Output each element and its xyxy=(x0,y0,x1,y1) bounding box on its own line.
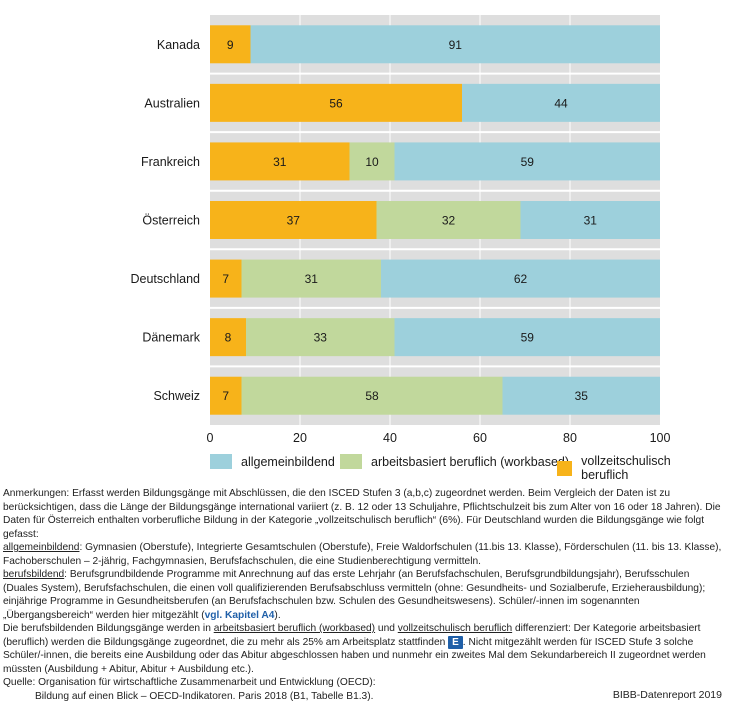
x-tick-label: 20 xyxy=(293,431,307,445)
bar-segment xyxy=(349,142,395,181)
data-label: 31 xyxy=(584,214,598,228)
bar-segment xyxy=(210,25,251,64)
data-label: 31 xyxy=(305,272,319,286)
bar-segment xyxy=(502,376,660,415)
data-label: 7 xyxy=(222,389,229,403)
data-label: 10 xyxy=(365,155,379,169)
bar-segment xyxy=(210,83,462,122)
note-paragraph: allgemeinbildend: Gymnasien (Oberstufe),… xyxy=(3,541,725,568)
chapter-link[interactable]: vgl. Kapitel A4 xyxy=(204,609,275,621)
legend-item-allgemeinbildend: allgemeinbildend xyxy=(210,454,335,469)
source-line: Bildung auf einen Blick – OECD-Indikator… xyxy=(35,690,374,702)
note-term: arbeitsbasiert beruflich (workbased) xyxy=(213,623,376,634)
data-label: 35 xyxy=(575,389,589,403)
category-label: Schweiz xyxy=(153,389,200,403)
note-term: berufsbildend xyxy=(3,569,65,580)
bar-segment xyxy=(376,201,521,239)
x-axis-tick-labels: 0 20 40 60 80 100 xyxy=(207,431,671,445)
note-text: ). xyxy=(274,609,281,621)
x-tick-label: 40 xyxy=(383,431,397,445)
category-label: Dänemark xyxy=(142,331,200,345)
bar-segment xyxy=(241,376,503,415)
data-label: 9 xyxy=(227,38,234,52)
category-label: Australien xyxy=(144,96,200,110)
bar-segment xyxy=(241,259,381,298)
note-text: : Berufsgrundbildende Programme mit Anre… xyxy=(3,569,706,621)
bar-segment xyxy=(210,318,246,357)
note-paragraph: berufsbildend: Berufsgrundbildende Progr… xyxy=(3,568,725,622)
notes: Anmerkungen: Erfasst werden Bildungsgäng… xyxy=(3,487,725,676)
bar-segment xyxy=(394,318,660,357)
data-label: 44 xyxy=(554,96,568,110)
category-label: Kanada xyxy=(157,38,200,52)
data-label: 58 xyxy=(365,389,379,403)
bar-segment xyxy=(381,259,660,298)
bar-segment xyxy=(520,201,660,239)
note-term: vollzeitschulisch beruflich xyxy=(397,623,513,634)
legend-swatch-arbeitsbasiert xyxy=(340,454,362,469)
x-tick-label: 100 xyxy=(650,431,671,445)
data-label: 33 xyxy=(314,331,328,345)
category-label: Deutschland xyxy=(131,272,201,286)
legend-item-arbeitsbasiert: arbeitsbasiert beruflich (workbased) xyxy=(340,454,569,469)
source-line: Quelle: Organisation für wirtschaftliche… xyxy=(3,677,376,688)
note-text: : Gymnasien (Oberstufe), Integrierte Ges… xyxy=(3,542,722,567)
bar-segment xyxy=(210,142,350,181)
data-label: 56 xyxy=(329,96,343,110)
legend-label: allgemeinbildend xyxy=(241,454,335,469)
note-text: differenziert: Der Kategorie arbeitsbasi… xyxy=(3,623,701,648)
data-label: 31 xyxy=(273,155,287,169)
data-label: 37 xyxy=(287,214,301,228)
data-label: 62 xyxy=(514,272,528,286)
legend-label: vollzeitschulisch beruflich xyxy=(581,454,671,482)
data-label: 32 xyxy=(442,214,456,228)
legend-item-vollzeitschulisch: vollzeitschulisch beruflich xyxy=(557,454,678,482)
legend: allgemeinbildend arbeitsbasiert beruflic… xyxy=(210,454,671,482)
bar-segment xyxy=(210,376,242,415)
report-label: BIBB-Datenreport 2019 xyxy=(612,689,722,701)
note-text: und xyxy=(375,623,398,634)
bar-segment xyxy=(462,83,660,122)
note-text: . Nicht mitgezählt werden für ISCED Stuf… xyxy=(3,636,706,675)
stacked-bar-chart: 9 91 56 44 31 10 59 37 32 31 7 31 62 8 33 59 7 58 35 Kanad… xyxy=(131,15,671,445)
x-tick-label: 80 xyxy=(563,431,577,445)
bar-segment xyxy=(250,25,660,64)
bars-group: 9 91 56 44 31 10 59 37 32 31 7 31 62 8 33 59 7 58 35 xyxy=(210,25,660,415)
category-label: Österreich xyxy=(142,214,200,228)
legend-swatch-vollzeitschulisch xyxy=(557,460,573,476)
bar-segment xyxy=(246,318,395,357)
note-text: Die berufsbildenden Bildungsgänge werden… xyxy=(3,623,214,634)
explanation-badge[interactable]: E xyxy=(448,635,463,649)
category-labels: Kanada Australien Frankreich Österreich Deut… xyxy=(131,38,201,403)
category-label: Frankreich xyxy=(141,155,200,169)
data-label: 7 xyxy=(222,272,229,286)
legend-label: arbeitsbasiert beruflich (workbased) xyxy=(371,454,570,469)
source: Quelle: Organisation für wirtschaftliche… xyxy=(3,676,523,703)
x-tick-label: 0 xyxy=(207,431,214,445)
note-paragraph: Anmerkungen: Erfasst werden Bildungsgäng… xyxy=(3,488,721,540)
data-label: 59 xyxy=(521,331,535,345)
note-term: allgemeinbildend xyxy=(3,542,80,553)
data-label: 8 xyxy=(225,331,232,345)
bar-segment xyxy=(210,201,377,239)
bar-segment xyxy=(394,142,660,181)
legend-swatch-allgemeinbildend xyxy=(210,454,232,469)
note-paragraph: Die berufsbildenden Bildungsgänge werden… xyxy=(3,622,725,676)
data-label: 59 xyxy=(521,155,535,169)
data-label: 91 xyxy=(449,38,463,52)
bar-segment xyxy=(210,259,242,298)
x-tick-label: 60 xyxy=(473,431,487,445)
